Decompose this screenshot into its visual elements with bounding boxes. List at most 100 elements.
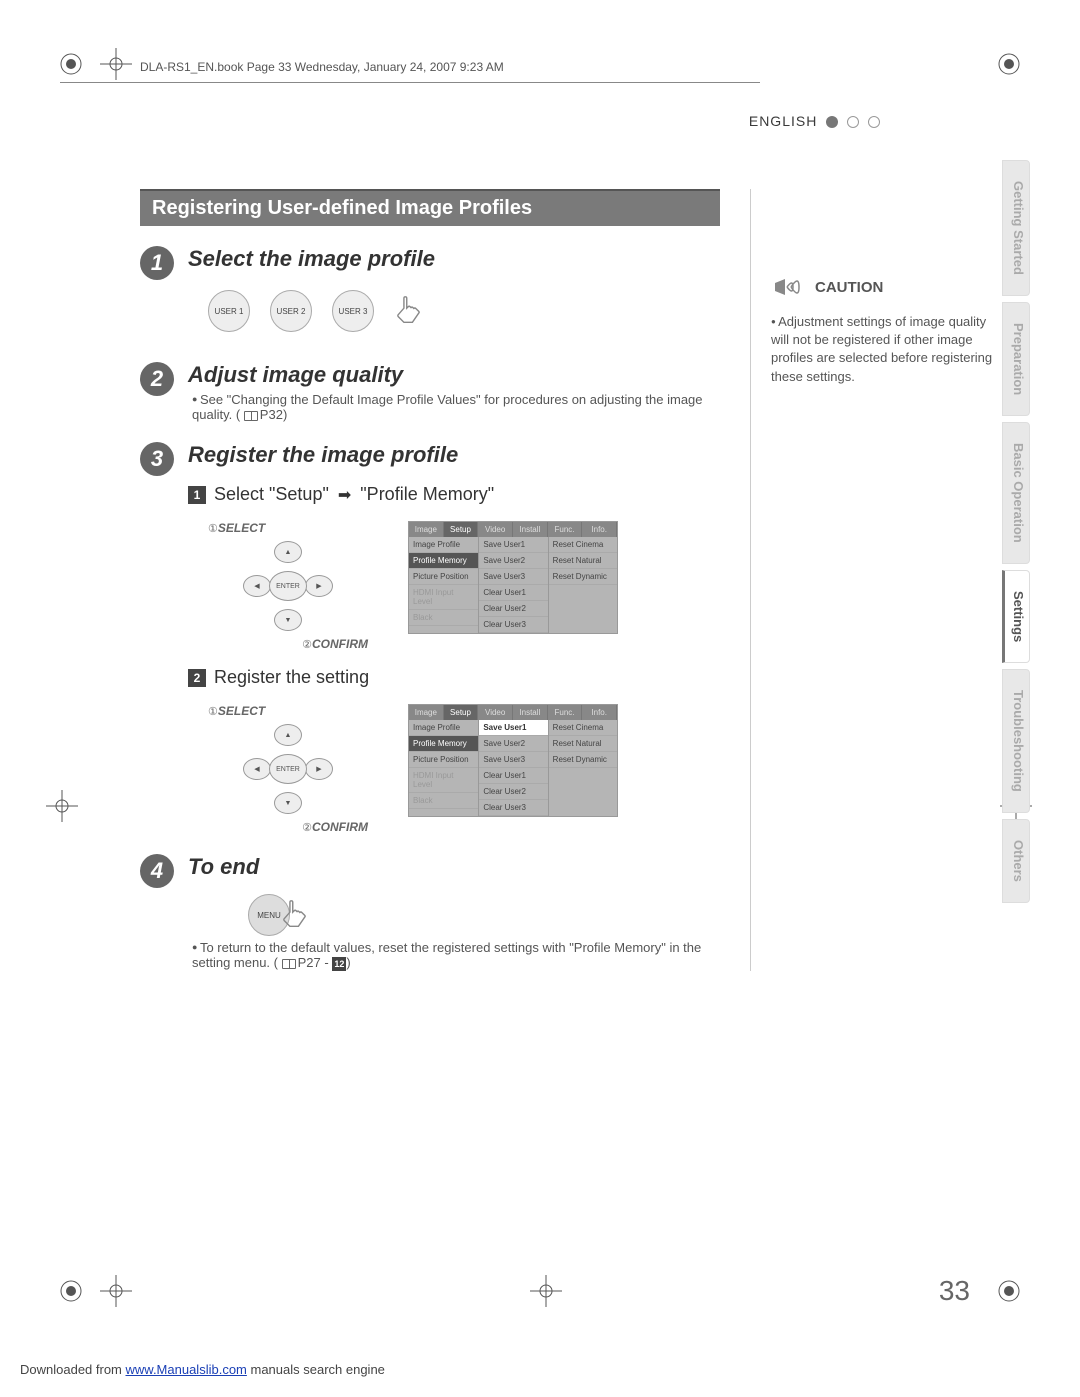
menu-tab[interactable]: Func. xyxy=(548,705,583,720)
dpad-right[interactable]: ▶ xyxy=(305,758,333,780)
dpad-down[interactable]: ▼ xyxy=(274,792,302,814)
menu-item[interactable]: Reset Dynamic xyxy=(549,752,617,768)
menu-item[interactable]: Save User2 xyxy=(479,736,547,752)
menu-item[interactable]: Clear User1 xyxy=(479,768,547,784)
menu-item[interactable]: Reset Cinema xyxy=(549,537,617,553)
menu-item[interactable]: Picture Position xyxy=(409,569,478,585)
step-number-badge: 3 xyxy=(140,442,174,476)
section-title: Registering User-defined Image Profiles xyxy=(140,189,720,226)
crosshair-icon xyxy=(100,48,132,80)
crosshair-icon xyxy=(530,1275,562,1307)
dpad-enter[interactable]: ENTER xyxy=(269,571,307,601)
dpad-diagram: ①SELECT ▲ ▼ ◀ ▶ ENTER ②CONFIRM xyxy=(208,521,368,651)
page-number: 33 xyxy=(939,1275,970,1307)
substep-2: 2 Register the setting xyxy=(188,667,720,688)
dpad-diagram: ①SELECT ▲ ▼ ◀ ▶ ENTER ②CONFIRM xyxy=(208,704,368,834)
section-tabs: Getting Started Preparation Basic Operat… xyxy=(1002,160,1030,903)
menu-item[interactable]: Image Profile xyxy=(409,537,478,553)
menu-item: HDMI Input Level xyxy=(409,585,478,610)
menu-tab[interactable]: Video xyxy=(478,705,513,720)
user2-button[interactable]: USER 2 xyxy=(270,290,312,332)
tab-preparation[interactable]: Preparation xyxy=(1002,302,1030,416)
menu-item[interactable]: Clear User1 xyxy=(479,585,547,601)
reg-mark-icon xyxy=(993,1275,1025,1307)
osd-menu-2: Image Setup Video Install Func. Info. Im… xyxy=(408,704,618,817)
language-label: ENGLISH xyxy=(749,113,817,129)
step-3: 3 Register the image profile 1 Select "S… xyxy=(140,442,720,834)
menu-tab[interactable]: Setup xyxy=(444,522,479,537)
menu-item[interactable]: Clear User2 xyxy=(479,601,547,617)
step-2: 2 Adjust image quality See "Changing the… xyxy=(140,362,720,422)
caution-label: CAUTION xyxy=(815,279,883,296)
dpad-down[interactable]: ▼ xyxy=(274,609,302,631)
step-title: Select the image profile xyxy=(188,246,720,272)
menu-item[interactable]: Clear User3 xyxy=(479,800,547,816)
dpad-up[interactable]: ▲ xyxy=(274,724,302,746)
menu-tab[interactable]: Info. xyxy=(582,522,617,537)
menu-tab[interactable]: Image xyxy=(409,705,444,720)
menu-tab[interactable]: Install xyxy=(513,705,548,720)
menu-tab[interactable]: Image xyxy=(409,522,444,537)
tab-others[interactable]: Others xyxy=(1002,819,1030,903)
menu-item[interactable]: Save User2 xyxy=(479,553,547,569)
book-icon xyxy=(244,411,258,421)
tab-getting-started[interactable]: Getting Started xyxy=(1002,160,1030,296)
user1-button[interactable]: USER 1 xyxy=(208,290,250,332)
menu-tab[interactable]: Setup xyxy=(444,705,479,720)
menu-item[interactable]: Profile Memory xyxy=(409,553,478,569)
main-content: Registering User-defined Image Profiles … xyxy=(140,189,720,971)
menu-item[interactable]: Reset Dynamic xyxy=(549,569,617,585)
tab-settings[interactable]: Settings xyxy=(1002,570,1030,663)
menu-tab[interactable]: Func. xyxy=(548,522,583,537)
tab-basic-operation[interactable]: Basic Operation xyxy=(1002,422,1030,564)
dot-icon xyxy=(868,116,880,128)
menu-tab[interactable]: Install xyxy=(513,522,548,537)
hand-pointer-icon xyxy=(280,898,314,932)
substep-1: 1 Select "Setup" ➡ "Profile Memory" xyxy=(188,484,720,505)
caution-panel: CAUTION Adjustment settings of image qua… xyxy=(750,189,1000,971)
caution-body: Adjustment settings of image quality wil… xyxy=(771,313,1000,386)
osd-menu-1: Image Setup Video Install Func. Info. Im… xyxy=(408,521,618,634)
menu-item[interactable]: Image Profile xyxy=(409,720,478,736)
tab-troubleshooting[interactable]: Troubleshooting xyxy=(1002,669,1030,813)
manual-page: DLA-RS1_EN.book Page 33 Wednesday, Janua… xyxy=(0,0,1080,1397)
ref-badge: 12 xyxy=(332,957,346,971)
megaphone-icon xyxy=(771,269,807,305)
menu-item[interactable]: Save User1 xyxy=(479,537,547,553)
substep-text: Register the setting xyxy=(214,667,369,688)
crosshair-icon xyxy=(46,790,78,822)
dpad-right[interactable]: ▶ xyxy=(305,575,333,597)
menu-item: Black xyxy=(409,793,478,809)
menu-item: Black xyxy=(409,610,478,626)
crosshair-icon xyxy=(100,1275,132,1307)
hand-pointer-icon xyxy=(394,294,428,328)
menu-item[interactable]: Profile Memory xyxy=(409,736,478,752)
step-4: 4 To end MENU To return to the default v… xyxy=(140,854,720,971)
menu-item[interactable]: Reset Cinema xyxy=(549,720,617,736)
step-number-badge: 4 xyxy=(140,854,174,888)
menu-item[interactable]: Picture Position xyxy=(409,752,478,768)
menu-tab[interactable]: Video xyxy=(478,522,513,537)
dot-icon xyxy=(826,116,838,128)
footer: Downloaded from www.Manualslib.com manua… xyxy=(20,1362,385,1377)
book-icon xyxy=(282,959,296,969)
menu-tab[interactable]: Info. xyxy=(582,705,617,720)
menu-item[interactable]: Reset Natural xyxy=(549,553,617,569)
dpad-left[interactable]: ◀ xyxy=(243,575,271,597)
step-number-badge: 2 xyxy=(140,362,174,396)
manualslib-link[interactable]: www.Manualslib.com xyxy=(126,1362,247,1377)
dpad-enter[interactable]: ENTER xyxy=(269,754,307,784)
reg-mark-icon xyxy=(55,48,87,80)
menu-item[interactable]: Save User3 xyxy=(479,569,547,585)
language-row: ENGLISH xyxy=(60,83,1000,129)
menu-item[interactable]: Clear User2 xyxy=(479,784,547,800)
step-note: See "Changing the Default Image Profile … xyxy=(188,392,720,422)
step-title: To end xyxy=(188,854,720,880)
dpad-up[interactable]: ▲ xyxy=(274,541,302,563)
menu-item[interactable]: Reset Natural xyxy=(549,736,617,752)
menu-item[interactable]: Save User1 xyxy=(479,720,547,736)
menu-item[interactable]: Save User3 xyxy=(479,752,547,768)
menu-item[interactable]: Clear User3 xyxy=(479,617,547,633)
user3-button[interactable]: USER 3 xyxy=(332,290,374,332)
dpad-left[interactable]: ◀ xyxy=(243,758,271,780)
